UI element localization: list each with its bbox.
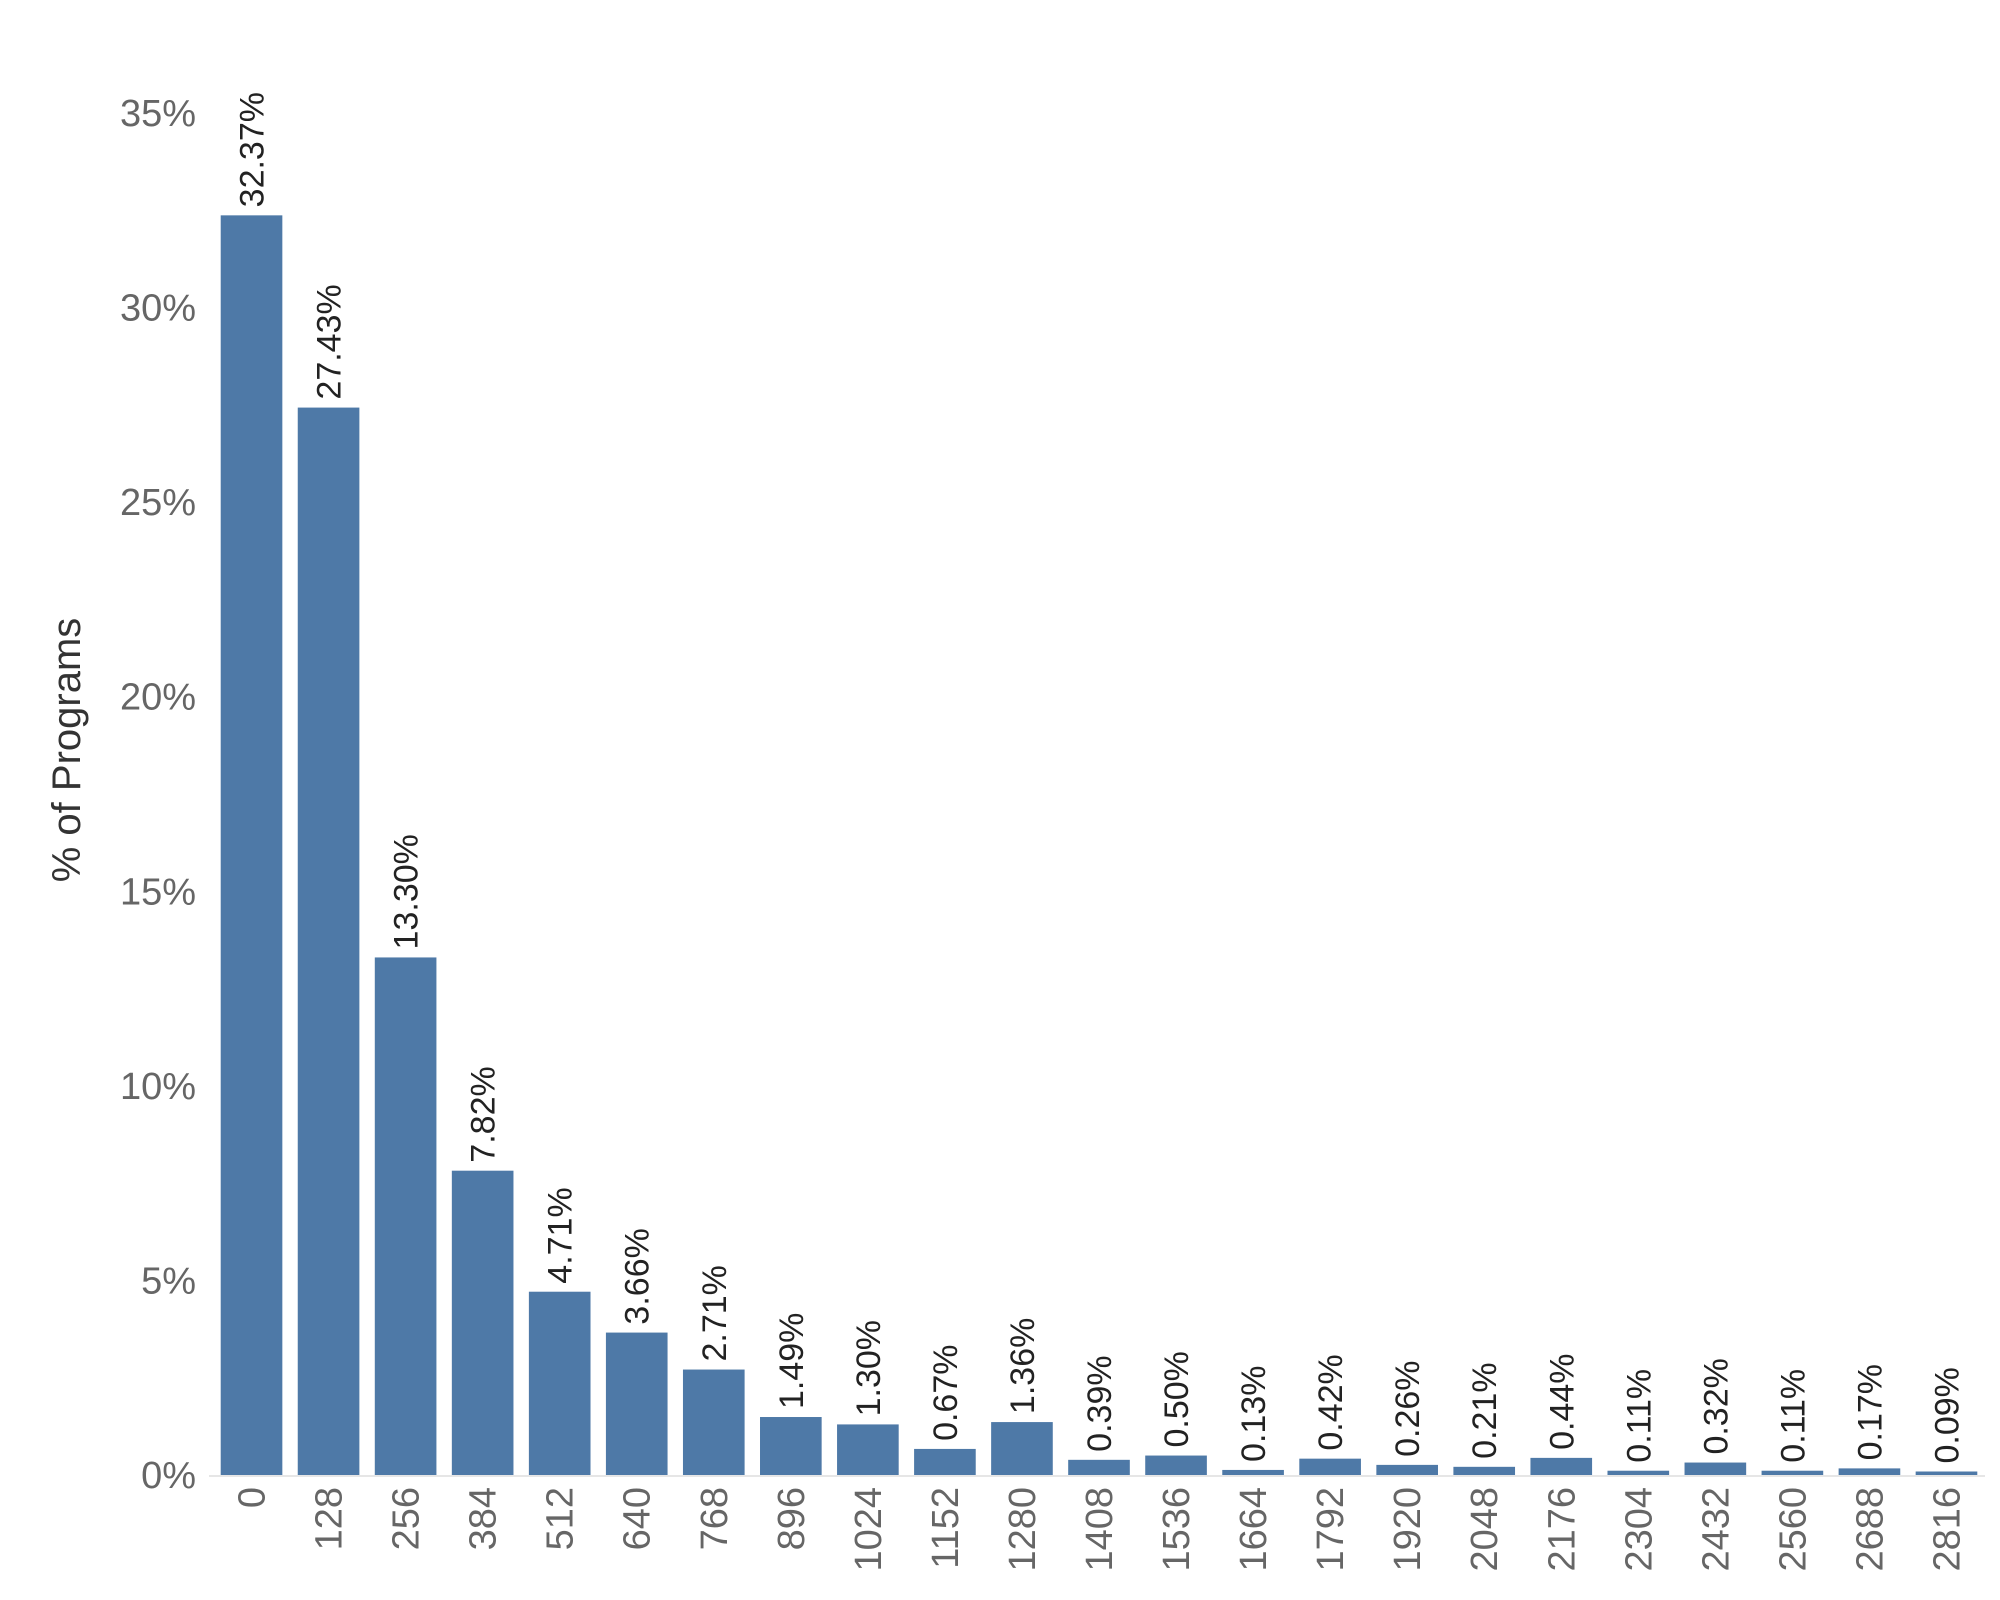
y-axis-label: % of Programs [45,618,89,883]
bar [297,407,360,1475]
bar [760,1417,822,1475]
x-axis-ticks: 0 128 256 384 512 640 768 896 1024 1152 1280 1408 15… [232,1487,1969,1572]
x-tick-label: 2560 [1772,1487,1814,1572]
data-label: 4.71% [542,1187,580,1283]
x-tick-label: 768 [694,1487,736,1550]
y-tick-label: 15% [120,871,196,913]
data-labels: 32.37% 27.43% 13.30% 7.82% 4.71% 3.66% 2.71% 1.… [234,92,1967,1463]
bar [605,1332,668,1475]
x-tick-label: 2432 [1695,1487,1737,1572]
x-tick-label: 1408 [1079,1487,1121,1572]
y-tick-label: 30% [120,288,196,330]
data-label: 32.37% [234,92,272,207]
bars [220,215,1978,1475]
bar [1299,1458,1361,1475]
data-label: 0.39% [1081,1355,1119,1451]
data-label: 0.44% [1543,1353,1581,1449]
data-label: 0.26% [1389,1360,1427,1456]
data-label: 1.30% [850,1320,888,1416]
x-tick-label: 1792 [1310,1487,1352,1572]
bar [528,1291,591,1475]
x-tick-label: 640 [617,1487,659,1550]
bar [1222,1469,1284,1475]
x-tick-label: 1024 [848,1487,890,1572]
bar [1607,1470,1670,1475]
data-label: 1.36% [1004,1318,1042,1414]
bar [220,215,283,1475]
data-label: 13.30% [388,834,426,949]
bar [837,1424,899,1475]
y-tick-label: 25% [120,482,196,524]
x-tick-label: 256 [386,1487,428,1550]
x-tick-label: 1152 [925,1487,967,1569]
x-tick-label: 1920 [1387,1487,1429,1572]
data-label: 7.82% [465,1066,503,1162]
data-label: 0.50% [1158,1351,1196,1447]
data-label: 0.21% [1466,1362,1504,1458]
x-tick-label: 2816 [1926,1487,1968,1572]
x-tick-label: 2304 [1618,1487,1660,1572]
y-tick-label: 20% [120,677,196,719]
y-tick-label: 5% [141,1260,196,1302]
bar [374,957,437,1475]
y-tick-label: 0% [141,1455,196,1497]
data-label: 0.17% [1851,1364,1889,1460]
data-label: 0.11% [1620,1369,1658,1463]
x-tick-label: 0 [232,1487,274,1508]
bar [1838,1468,1901,1475]
data-label: 0.67% [927,1345,965,1441]
data-label: 0.13% [1235,1366,1273,1462]
x-tick-label: 128 [309,1487,351,1550]
x-tick-label: 1280 [1002,1487,1044,1572]
bar [991,1422,1053,1475]
x-tick-label: 2688 [1849,1487,1891,1572]
bar [1453,1466,1516,1475]
y-tick-label: 10% [120,1066,196,1108]
x-tick-label: 512 [540,1487,582,1550]
x-tick-label: 1536 [1156,1487,1198,1572]
bar [682,1369,745,1475]
x-tick-label: 2048 [1464,1487,1506,1572]
data-label: 27.43% [311,284,349,399]
x-tick-label: 384 [463,1487,505,1550]
bar [1915,1471,1978,1475]
y-tick-label: 35% [120,93,196,135]
bar [914,1448,976,1475]
y-axis-ticks: 0% 5% 10% 15% 20% 25% 30% 35% [120,93,196,1497]
data-label: 0.11% [1774,1369,1812,1463]
bar [1145,1455,1207,1475]
x-tick-label: 1664 [1233,1487,1275,1572]
data-label: 1.49% [773,1313,811,1409]
bar [1530,1457,1593,1475]
bar [1684,1462,1747,1475]
data-label: 0.09% [1928,1367,1966,1463]
x-tick-label: 2176 [1541,1487,1583,1572]
x-tick-label: 896 [771,1487,813,1550]
bar [1068,1459,1130,1475]
bar [1761,1470,1824,1475]
data-label: 0.42% [1312,1354,1350,1450]
bar [1376,1464,1438,1475]
bar [451,1170,514,1475]
data-label: 3.66% [619,1228,657,1324]
data-label: 2.71% [696,1265,734,1361]
data-label: 0.32% [1697,1358,1735,1454]
